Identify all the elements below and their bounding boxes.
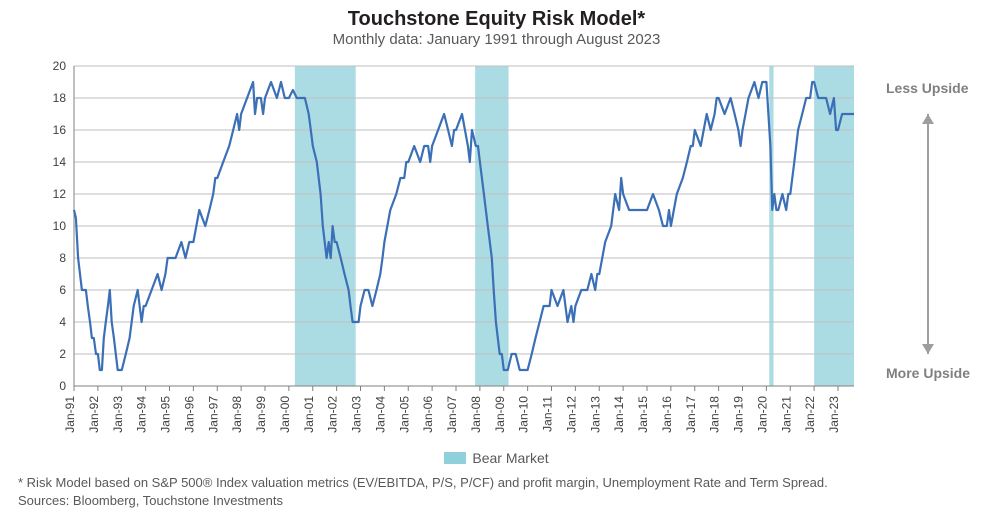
svg-text:Jan-02: Jan-02 bbox=[326, 396, 340, 433]
svg-text:Jan-03: Jan-03 bbox=[350, 396, 364, 433]
svg-text:Jan-08: Jan-08 bbox=[469, 396, 483, 433]
svg-text:Jan-23: Jan-23 bbox=[827, 396, 841, 433]
equity-risk-line-chart: 0 2 4 6 8 10 12 14 16 18 20 Jan-91 Jan-92 Jan-93 Jan-9… bbox=[18, 54, 975, 444]
svg-text:Jan-98: Jan-98 bbox=[230, 396, 244, 433]
svg-text:20: 20 bbox=[53, 59, 67, 73]
svg-text:Jan-93: Jan-93 bbox=[111, 396, 125, 433]
svg-text:Jan-21: Jan-21 bbox=[779, 396, 793, 433]
svg-text:Jan-14: Jan-14 bbox=[612, 396, 626, 433]
svg-text:Less Upside: Less Upside bbox=[886, 80, 969, 96]
svg-text:Jan-10: Jan-10 bbox=[517, 396, 531, 433]
chart-title: Touchstone Equity Risk Model* bbox=[0, 8, 993, 31]
svg-text:Jan-16: Jan-16 bbox=[660, 396, 674, 433]
svg-text:Jan-11: Jan-11 bbox=[541, 396, 555, 432]
svg-text:Jan-09: Jan-09 bbox=[493, 396, 507, 433]
footnote-model: * Risk Model based on S&P 500® Index val… bbox=[18, 474, 975, 492]
svg-text:Jan-92: Jan-92 bbox=[87, 396, 101, 433]
svg-text:12: 12 bbox=[53, 187, 67, 201]
svg-text:Jan-13: Jan-13 bbox=[588, 396, 602, 433]
bear-market-swatch bbox=[444, 452, 466, 464]
svg-text:Jan-97: Jan-97 bbox=[206, 396, 220, 433]
svg-text:Jan-19: Jan-19 bbox=[732, 396, 746, 433]
svg-text:Jan-99: Jan-99 bbox=[254, 396, 268, 433]
svg-text:Jan-07: Jan-07 bbox=[445, 396, 459, 433]
svg-text:4: 4 bbox=[59, 315, 66, 329]
chart-subtitle: Monthly data: January 1991 through Augus… bbox=[0, 31, 993, 48]
svg-text:10: 10 bbox=[53, 219, 67, 233]
svg-text:Jan-94: Jan-94 bbox=[135, 396, 149, 433]
svg-text:Jan-01: Jan-01 bbox=[302, 396, 316, 433]
svg-text:Jan-20: Jan-20 bbox=[755, 396, 769, 433]
footnote-sources: Sources: Bloomberg, Touchstone Investmen… bbox=[18, 492, 975, 510]
svg-text:Jan-00: Jan-00 bbox=[278, 396, 292, 433]
svg-text:Jan-12: Jan-12 bbox=[564, 396, 578, 433]
svg-text:More Upside: More Upside bbox=[886, 365, 970, 381]
svg-text:0: 0 bbox=[59, 379, 66, 393]
legend-label: Bear Market bbox=[472, 450, 548, 466]
svg-text:2: 2 bbox=[59, 347, 66, 361]
svg-text:Jan-17: Jan-17 bbox=[684, 396, 698, 433]
svg-text:16: 16 bbox=[53, 123, 67, 137]
svg-text:Jan-91: Jan-91 bbox=[63, 396, 77, 433]
chart-container: 0 2 4 6 8 10 12 14 16 18 20 Jan-91 Jan-92 Jan-93 Jan-9… bbox=[18, 54, 975, 444]
svg-text:Jan-18: Jan-18 bbox=[708, 396, 722, 433]
svg-text:Jan-22: Jan-22 bbox=[803, 396, 817, 433]
svg-text:18: 18 bbox=[53, 91, 67, 105]
svg-text:6: 6 bbox=[59, 283, 66, 297]
svg-text:Jan-96: Jan-96 bbox=[182, 396, 196, 433]
svg-text:Jan-05: Jan-05 bbox=[397, 396, 411, 433]
chart-legend: Bear Market bbox=[0, 450, 993, 466]
svg-text:Jan-95: Jan-95 bbox=[159, 396, 173, 433]
svg-text:Jan-15: Jan-15 bbox=[636, 396, 650, 433]
svg-text:14: 14 bbox=[53, 155, 67, 169]
svg-text:Jan-04: Jan-04 bbox=[373, 396, 387, 433]
svg-text:Jan-06: Jan-06 bbox=[421, 396, 435, 433]
svg-text:8: 8 bbox=[59, 251, 66, 265]
